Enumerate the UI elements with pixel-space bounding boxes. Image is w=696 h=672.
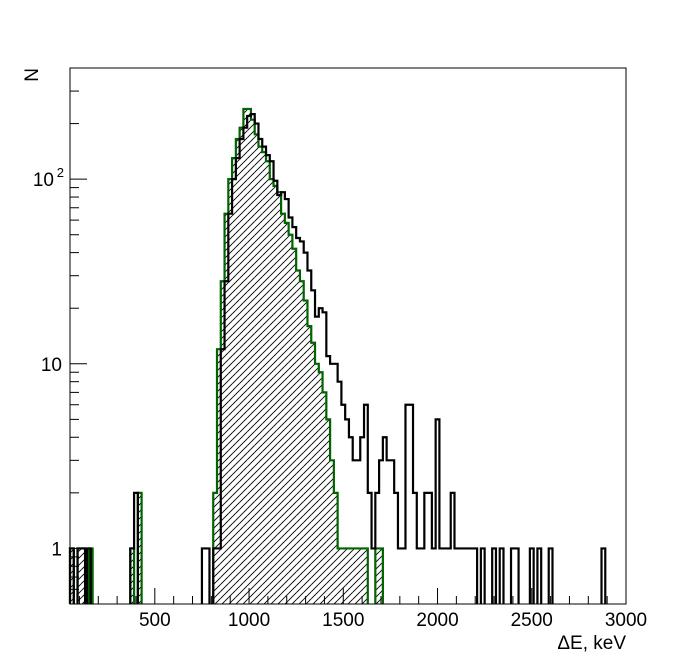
series-1-bar-9 bbox=[224, 213, 229, 605]
series-1-bar-0 bbox=[70, 548, 74, 604]
series-1-bar-31 bbox=[307, 326, 312, 604]
series-1-bar-16 bbox=[250, 119, 255, 604]
series-1-bar-25 bbox=[284, 222, 289, 604]
y-tick-exponent: 2 bbox=[57, 165, 64, 180]
x-tick-label: 500 bbox=[139, 610, 171, 631]
y-tick-label: 1 bbox=[51, 539, 62, 560]
x-tick-label: 3000 bbox=[605, 610, 647, 631]
series-1-bar-15 bbox=[247, 108, 251, 604]
series-1-bar-24 bbox=[281, 213, 285, 605]
series-1-bar-10 bbox=[228, 179, 233, 604]
series-1-bar-14 bbox=[243, 108, 248, 604]
series-1-bar-42 bbox=[348, 548, 353, 604]
series-1-bar-13 bbox=[239, 127, 244, 605]
plot-frame bbox=[69, 67, 627, 605]
series-1-bar-41 bbox=[345, 548, 349, 604]
series-1-bar-11 bbox=[232, 158, 236, 604]
x-tick-label: 2000 bbox=[416, 610, 458, 631]
y-tick-label: 10 bbox=[41, 355, 62, 376]
series-1-bar-35 bbox=[322, 392, 327, 604]
series-1-bar-7 bbox=[217, 349, 221, 604]
series-1-bar-2 bbox=[81, 548, 86, 604]
series-1-bar-30 bbox=[303, 300, 308, 604]
series-1-bar-47 bbox=[375, 548, 380, 604]
series-1-bar-48 bbox=[379, 548, 383, 604]
series-1-bar-29 bbox=[299, 281, 304, 604]
y-tick-label: 10 bbox=[33, 170, 54, 191]
series-1-bar-40 bbox=[341, 548, 346, 604]
x-tick-label: 1500 bbox=[322, 610, 364, 631]
series-1-bar-17 bbox=[254, 134, 259, 604]
series-1-bar-18 bbox=[258, 146, 263, 604]
series-1-bar-5 bbox=[137, 492, 142, 604]
series-1-bar-43 bbox=[352, 548, 357, 604]
series-1-bar-34 bbox=[318, 372, 323, 604]
series-1-bar-26 bbox=[288, 234, 293, 604]
series-1-bar-28 bbox=[296, 270, 300, 604]
series-1-bar-8 bbox=[220, 281, 225, 604]
series-1-bar-19 bbox=[262, 152, 267, 604]
series-1-bar-21 bbox=[269, 179, 274, 604]
series-1-bar-37 bbox=[330, 460, 334, 604]
series-1-bar-22 bbox=[273, 185, 278, 605]
series-1-bar-38 bbox=[333, 492, 338, 604]
series-1-bar-23 bbox=[277, 192, 282, 604]
series-1-bar-32 bbox=[311, 342, 316, 604]
series-1-bar-33 bbox=[315, 363, 319, 604]
x-tick-label: 2500 bbox=[511, 610, 553, 631]
series-1-bar-44 bbox=[356, 548, 361, 604]
series-1-bar-39 bbox=[337, 548, 342, 604]
series-1-bar-36 bbox=[326, 419, 331, 604]
series-1-bar-46 bbox=[364, 548, 368, 604]
series-1-bar-45 bbox=[360, 548, 365, 604]
series-1-bar-27 bbox=[292, 248, 297, 604]
series-1-bar-1 bbox=[77, 548, 82, 604]
y-axis-title: N bbox=[22, 68, 43, 82]
x-tick-label: 1000 bbox=[228, 610, 270, 631]
series-1-bar-4 bbox=[130, 548, 135, 604]
x-axis-title: ΔE, keV bbox=[557, 633, 626, 654]
series-1-bar-20 bbox=[266, 161, 270, 604]
series-1 bbox=[68, 107, 384, 605]
series-1-bar-12 bbox=[235, 139, 240, 604]
